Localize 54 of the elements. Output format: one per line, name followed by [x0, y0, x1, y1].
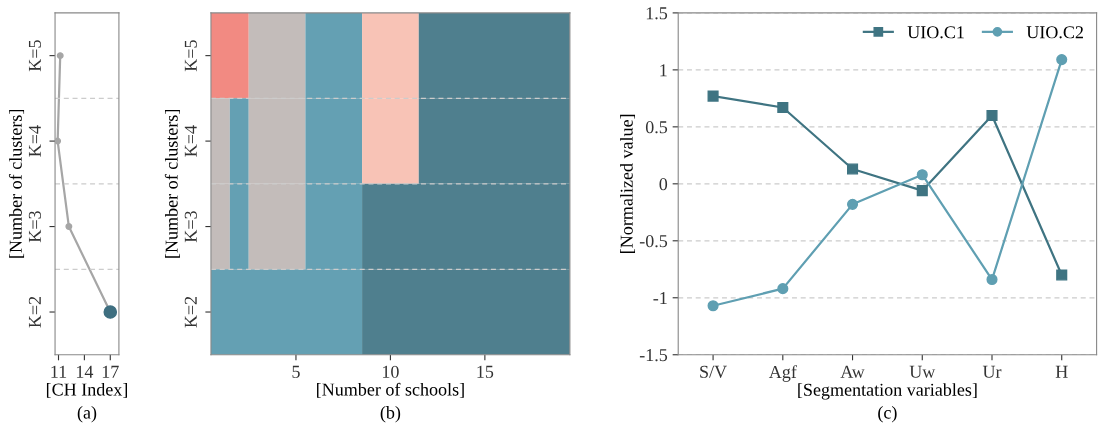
x-tick-label: H [1055, 365, 1068, 378]
point [55, 137, 62, 145]
x-tick-label: 17 [102, 365, 119, 378]
y-tick-label: 1 [660, 64, 667, 77]
point [1056, 54, 1068, 66]
y-tick-label: -1 [653, 292, 667, 305]
point [777, 101, 789, 114]
y-tick-label: K=2 [184, 296, 197, 328]
point [65, 223, 73, 231]
text: (b) [380, 406, 401, 423]
x-tick-label: Aw [840, 365, 865, 378]
y-tick-label: 0 [659, 178, 668, 191]
y-tick-label: K=4 [28, 125, 41, 157]
legend-label: UIO.C1 [907, 26, 964, 39]
x-tick-label: 5 [292, 365, 300, 378]
y-tick-label: 0.5 [645, 121, 668, 134]
x-tick-label: S/V [700, 365, 727, 378]
point [707, 300, 719, 312]
point [916, 185, 928, 197]
y-tick-label: K=5 [184, 40, 197, 72]
text: (c) [878, 406, 897, 423]
x-axis-title: [CH Index] [46, 382, 127, 398]
point [986, 109, 998, 122]
y-tick-label: K=3 [184, 211, 197, 243]
text: (a) [77, 406, 97, 423]
point [1056, 269, 1068, 281]
x-axis-title: [Segmentation variables] [798, 383, 977, 400]
x-tick-label: Ur [982, 365, 1002, 378]
x-tick-label: Uw [909, 365, 936, 378]
point [916, 169, 928, 181]
point [707, 90, 719, 102]
y-axis-title: [Number of clusters] [164, 109, 180, 258]
x-tick-label: 11 [51, 365, 67, 378]
point [56, 52, 64, 60]
legend-label: UIO.C2 [1026, 26, 1083, 39]
point [777, 283, 789, 295]
point [986, 273, 998, 286]
y-tick-label: K=5 [28, 40, 41, 72]
y-tick-label: -1.5 [639, 349, 668, 362]
point [846, 163, 859, 175]
bar [210, 12, 249, 99]
y-tick-label: K=4 [184, 125, 197, 157]
y-tick-label: K=3 [28, 211, 41, 243]
y-tick-label: K=2 [28, 296, 41, 328]
x-axis-title: [Number of schools] [317, 382, 464, 398]
x-tick-label: 14 [76, 365, 94, 378]
x-tick-label: Agf [768, 365, 797, 382]
y-tick-label: -0.5 [639, 235, 668, 248]
y-axis-title: [Normalized value] [620, 114, 636, 253]
y-axis-title: [Number of clusters] [8, 109, 25, 258]
x-tick-label: 10 [382, 365, 399, 378]
y-tick-label: 1.5 [646, 7, 668, 20]
x-tick-label: 15 [477, 365, 494, 378]
point [846, 198, 859, 210]
